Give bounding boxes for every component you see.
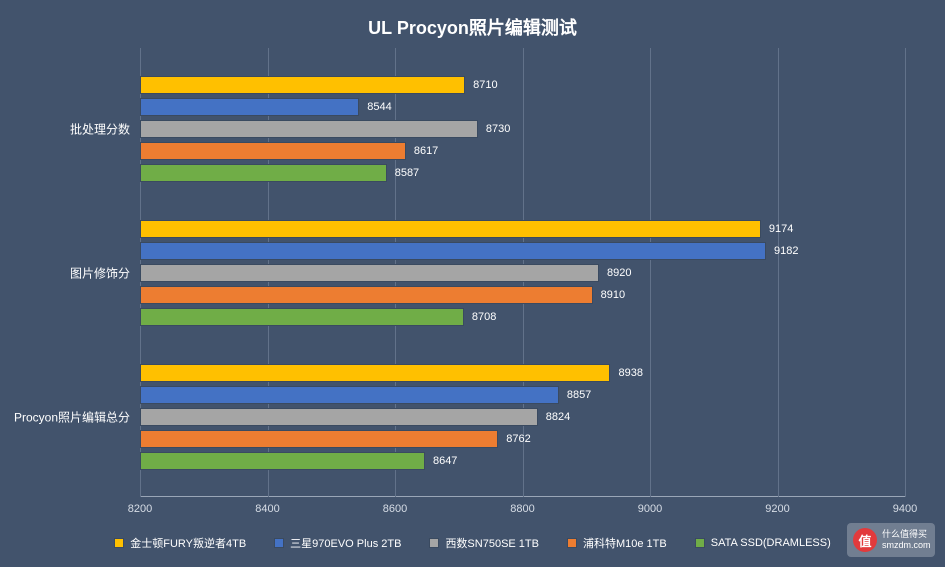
watermark-line2: smzdm.com <box>882 540 931 551</box>
bar <box>140 164 387 182</box>
gridline <box>905 48 906 497</box>
x-tick-label: 8600 <box>383 497 407 515</box>
legend-label: 金士顿FURY叛逆者4TB <box>130 535 246 551</box>
x-tick-label: 8200 <box>128 497 152 515</box>
group-label: 批处理分数 <box>70 120 140 137</box>
legend-item: 浦科特M10e 1TB <box>567 535 667 551</box>
legend-item: 西数SN750SE 1TB <box>429 535 539 551</box>
bar-value-label: 8938 <box>610 367 642 379</box>
bar <box>140 220 761 238</box>
legend-swatch <box>114 538 124 548</box>
bar-group: Procyon照片编辑总分89388857882487628647 <box>140 364 905 470</box>
bar-value-label: 9182 <box>766 245 798 257</box>
bar-value-label: 8730 <box>478 123 510 135</box>
bar <box>140 452 425 470</box>
chart-title: UL Procyon照片编辑测试 <box>0 0 945 40</box>
legend-swatch <box>274 538 284 548</box>
legend-label: 西数SN750SE 1TB <box>445 535 539 551</box>
bar <box>140 264 599 282</box>
legend-item: 三星970EVO Plus 2TB <box>274 535 401 551</box>
bar <box>140 308 464 326</box>
bar <box>140 386 559 404</box>
bar-value-label: 8647 <box>425 455 457 467</box>
x-tick-label: 8800 <box>510 497 534 515</box>
bar-value-label: 8617 <box>406 145 438 157</box>
bar <box>140 76 465 94</box>
legend-swatch <box>695 538 705 548</box>
x-tick-label: 8400 <box>255 497 279 515</box>
bar-value-label: 8920 <box>599 267 631 279</box>
legend-label: SATA SSD(DRAMLESS) <box>711 537 831 549</box>
group-label: 图片修饰分 <box>70 264 140 281</box>
bar <box>140 408 538 426</box>
bar-group: 图片修饰分91749182892089108708 <box>140 220 905 326</box>
bar <box>140 364 610 382</box>
bar-value-label: 8857 <box>559 389 591 401</box>
legend-item: 金士顿FURY叛逆者4TB <box>114 535 246 551</box>
legend-item: SATA SSD(DRAMLESS) <box>695 535 831 551</box>
bar-value-label: 8910 <box>593 289 625 301</box>
watermark-text: 什么值得买 smzdm.com <box>882 529 931 551</box>
bar-value-label: 8710 <box>465 79 497 91</box>
bar-group: 批处理分数87108544873086178587 <box>140 76 905 182</box>
bar-value-label: 8544 <box>359 101 391 113</box>
chart-container: UL Procyon照片编辑测试 82008400860088009000920… <box>0 0 945 567</box>
bar <box>140 120 478 138</box>
watermark-badge: 值 <box>853 528 877 552</box>
bar-value-label: 8762 <box>498 433 530 445</box>
x-tick-label: 9200 <box>765 497 789 515</box>
bar-value-label: 8708 <box>464 311 496 323</box>
bar-value-label: 8824 <box>538 411 570 423</box>
watermark: 值 什么值得买 smzdm.com <box>847 523 935 557</box>
legend: 金士顿FURY叛逆者4TB 三星970EVO Plus 2TB 西数SN750SE … <box>0 535 945 551</box>
plot-area: 8200840086008800900092009400批处理分数8710854… <box>140 48 905 497</box>
legend-swatch <box>567 538 577 548</box>
bar <box>140 98 359 116</box>
watermark-line1: 什么值得买 <box>882 529 931 540</box>
x-tick-label: 9000 <box>638 497 662 515</box>
group-label: Procyon照片编辑总分 <box>14 408 140 425</box>
bar <box>140 286 593 304</box>
bar <box>140 430 498 448</box>
bar-value-label: 9174 <box>761 223 793 235</box>
bar <box>140 142 406 160</box>
bar <box>140 242 766 260</box>
legend-swatch <box>429 538 439 548</box>
legend-label: 浦科特M10e 1TB <box>583 535 667 551</box>
x-tick-label: 9400 <box>893 497 917 515</box>
bar-value-label: 8587 <box>387 167 419 179</box>
legend-label: 三星970EVO Plus 2TB <box>290 535 401 551</box>
